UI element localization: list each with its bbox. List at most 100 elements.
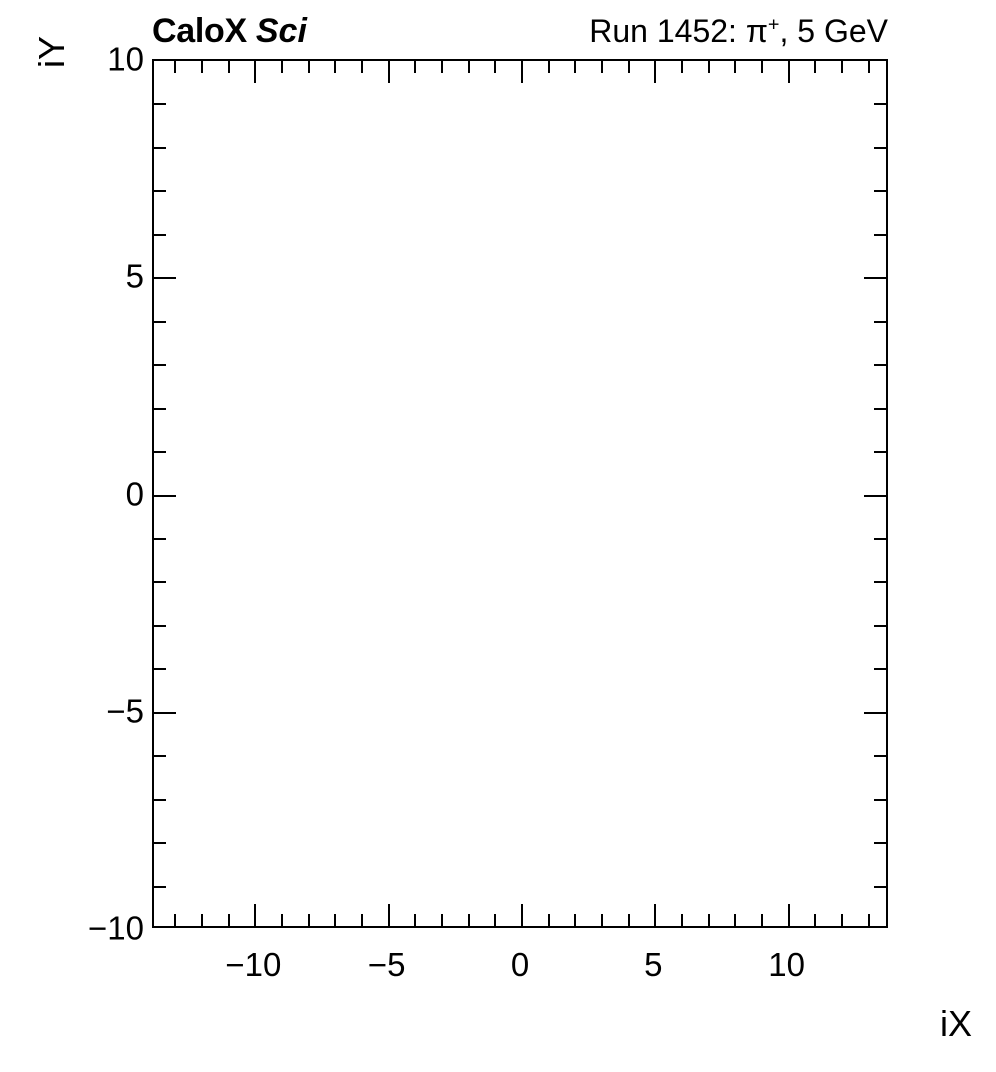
axis-tick [874, 798, 886, 801]
axis-tick [201, 61, 203, 73]
x-tick-label: 10 [768, 946, 806, 983]
axis-tick [154, 755, 166, 758]
axis-tick [441, 914, 443, 926]
axis-tick [761, 61, 763, 73]
axis-tick [707, 61, 710, 73]
x-axis-title: iX [939, 1003, 972, 1044]
axis-tick [154, 407, 166, 410]
axis-tick [874, 146, 886, 149]
axis-tick [227, 914, 230, 926]
y-tick-label: −5 [106, 692, 144, 730]
axis-tick [864, 494, 886, 497]
detector-name: Sci [255, 12, 307, 50]
axis-tick [201, 914, 203, 926]
axis-tick [874, 755, 886, 758]
axis-tick [521, 904, 523, 926]
y-tick-label: 10 [107, 40, 144, 78]
experiment-name: CaloX [152, 12, 247, 50]
axis-tick [787, 61, 790, 83]
x-tick-label: −5 [367, 946, 406, 983]
axis-tick [414, 914, 417, 926]
axis-tick [787, 904, 790, 926]
axis-tick [154, 537, 166, 540]
axis-tick [864, 277, 886, 280]
axis-tick [281, 61, 283, 73]
axis-tick [154, 451, 166, 454]
axis-tick [494, 61, 497, 73]
axis-tick [601, 914, 603, 926]
axis-tick [627, 61, 630, 73]
axis-tick [867, 914, 870, 926]
axis-tick [154, 494, 176, 497]
axis-tick [654, 61, 657, 83]
axis-tick [707, 914, 710, 926]
run-info-suffix: , 5 GeV [779, 13, 889, 49]
axis-tick [841, 61, 843, 73]
plot-frame [152, 59, 888, 928]
axis-tick [681, 914, 683, 926]
axis-tick [814, 61, 817, 73]
axis-tick [874, 624, 886, 627]
axis-tick [547, 914, 550, 926]
axis-tick [154, 277, 176, 280]
axis-tick [874, 451, 886, 454]
axis-tick [281, 914, 283, 926]
axis-tick [874, 103, 886, 106]
axis-tick [334, 61, 337, 73]
axis-tick [574, 61, 577, 73]
axis-tick [361, 61, 363, 73]
y-tick-label: −10 [88, 909, 144, 947]
axis-tick [874, 668, 886, 671]
y-tick-label: 5 [125, 257, 144, 295]
axis-tick [874, 885, 886, 888]
axis-tick [174, 61, 177, 73]
axis-tick [254, 904, 257, 926]
x-tick-label: 5 [644, 946, 663, 983]
axis-tick [874, 233, 886, 236]
axis-tick [154, 842, 166, 845]
axis-tick [154, 885, 166, 888]
axis-tick [467, 61, 470, 73]
axis-tick [494, 914, 497, 926]
axis-tick [547, 61, 550, 73]
axis-tick [414, 61, 417, 73]
axis-tick [867, 61, 870, 73]
particle-charge: + [767, 13, 780, 36]
axis-tick [334, 914, 337, 926]
axis-tick [734, 914, 737, 926]
axis-tick [154, 711, 176, 714]
axis-tick [627, 914, 630, 926]
run-info-prefix: Run 1452: [589, 13, 746, 49]
axis-tick [154, 581, 166, 584]
axis-tick [574, 914, 577, 926]
axis-tick [154, 320, 166, 323]
axis-tick [361, 914, 363, 926]
axis-tick [874, 842, 886, 845]
axis-tick [601, 61, 603, 73]
axis-tick [864, 711, 886, 714]
axis-tick [874, 364, 886, 367]
particle-symbol: π [745, 13, 768, 49]
axis-tick [307, 914, 310, 926]
axis-tick [154, 668, 166, 671]
axis-tick [814, 914, 817, 926]
axis-tick [874, 190, 886, 193]
axis-tick [467, 914, 470, 926]
axis-tick [874, 407, 886, 410]
y-tick-label: 0 [125, 475, 144, 512]
axis-tick [307, 61, 310, 73]
axis-tick [734, 61, 737, 73]
axis-tick [441, 61, 443, 73]
axis-tick [154, 798, 166, 801]
axis-tick [521, 61, 523, 83]
y-axis-title: iY [31, 36, 72, 69]
axis-tick [174, 914, 177, 926]
plot-title-left: CaloX Sci [152, 12, 307, 50]
axis-tick [154, 364, 166, 367]
axis-tick [154, 624, 166, 627]
x-tick-label: 0 [510, 946, 530, 983]
axis-tick [874, 537, 886, 540]
plot-title-right: Run 1452: π+, 5 GeV [0, 12, 888, 50]
axis-tick [874, 581, 886, 584]
